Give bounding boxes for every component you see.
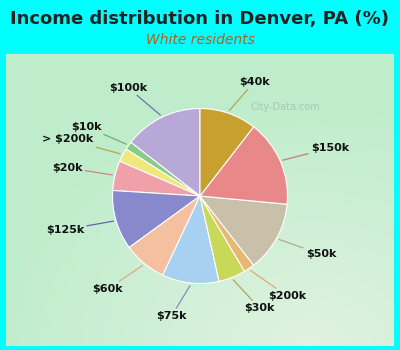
Wedge shape: [113, 161, 200, 196]
Wedge shape: [200, 196, 287, 265]
Text: $40k: $40k: [229, 77, 270, 111]
Text: $20k: $20k: [52, 163, 112, 175]
Text: $50k: $50k: [279, 239, 336, 259]
Wedge shape: [126, 142, 200, 196]
Text: $150k: $150k: [283, 143, 349, 160]
Text: > $200k: > $200k: [42, 134, 120, 154]
Wedge shape: [200, 127, 288, 204]
Text: $60k: $60k: [92, 265, 142, 294]
Text: $125k: $125k: [46, 221, 114, 235]
Wedge shape: [200, 108, 254, 196]
Text: White residents: White residents: [146, 33, 254, 47]
Wedge shape: [112, 190, 200, 247]
Text: $75k: $75k: [156, 286, 190, 321]
Wedge shape: [200, 196, 244, 281]
Wedge shape: [120, 149, 200, 196]
Text: $200k: $200k: [251, 271, 306, 301]
Wedge shape: [129, 196, 200, 275]
Wedge shape: [200, 196, 254, 271]
Wedge shape: [163, 196, 219, 284]
Text: $10k: $10k: [71, 121, 126, 144]
Text: Income distribution in Denver, PA (%): Income distribution in Denver, PA (%): [10, 10, 390, 28]
Text: $100k: $100k: [109, 83, 160, 115]
Text: $30k: $30k: [233, 280, 275, 313]
Text: City-Data.com: City-Data.com: [250, 102, 320, 112]
Wedge shape: [131, 108, 200, 196]
